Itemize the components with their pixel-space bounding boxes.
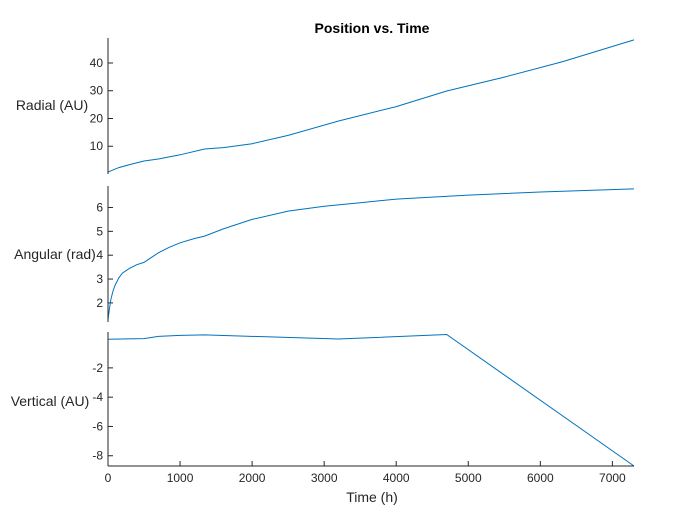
x-tick-label: 5000 (455, 471, 482, 485)
y-tick-label: 6 (96, 200, 103, 214)
radial-series-line (107, 39, 635, 173)
vertical-series-line (107, 333, 635, 467)
vertical-y-axis-label: Vertical (AU) (11, 393, 90, 409)
radial-y-ticks: 10 20 30 40 (90, 56, 113, 153)
angular-panel: 2 3 4 5 6 Angular (rad) (14, 186, 635, 322)
x-tick-label: 4000 (383, 471, 410, 485)
y-tick-label: 40 (90, 56, 104, 70)
x-tick-label: 0 (105, 471, 112, 485)
time-x-ticks: 0 1000 2000 3000 4000 5000 6000 7000 (105, 461, 626, 485)
chart-title: Position vs. Time (315, 20, 430, 36)
vertical-y-ticks: -8 -6 -4 -2 (92, 361, 113, 463)
x-tick-label: 6000 (527, 471, 554, 485)
x-tick-label: 3000 (311, 471, 338, 485)
vertical-panel: -8 -6 -4 -2 0 1000 2000 3000 4000 5000 6000 7000 V… (11, 332, 635, 505)
y-tick-label: 2 (96, 296, 103, 310)
angular-y-ticks: 2 3 4 5 6 (96, 200, 113, 310)
x-tick-label: 2000 (239, 471, 266, 485)
y-tick-label: -4 (92, 390, 103, 404)
x-tick-label: 7000 (599, 471, 626, 485)
y-tick-label: -8 (92, 449, 103, 463)
y-tick-label: -2 (92, 361, 103, 375)
y-tick-label: -6 (92, 419, 103, 433)
x-tick-label: 1000 (167, 471, 194, 485)
y-tick-label: 20 (90, 111, 104, 125)
radial-y-axis-label: Radial (AU) (16, 97, 88, 113)
radial-panel: 10 20 30 40 Radial (AU) (16, 38, 635, 174)
time-x-axis-label: Time (h) (346, 489, 398, 505)
y-tick-label: 10 (90, 139, 104, 153)
y-tick-label: 3 (96, 272, 103, 286)
angular-series-line (107, 188, 635, 320)
y-tick-label: 30 (90, 84, 104, 98)
angular-y-axis-label: Angular (rad) (14, 246, 96, 262)
y-tick-label: 4 (96, 248, 103, 262)
y-tick-label: 5 (96, 224, 103, 238)
